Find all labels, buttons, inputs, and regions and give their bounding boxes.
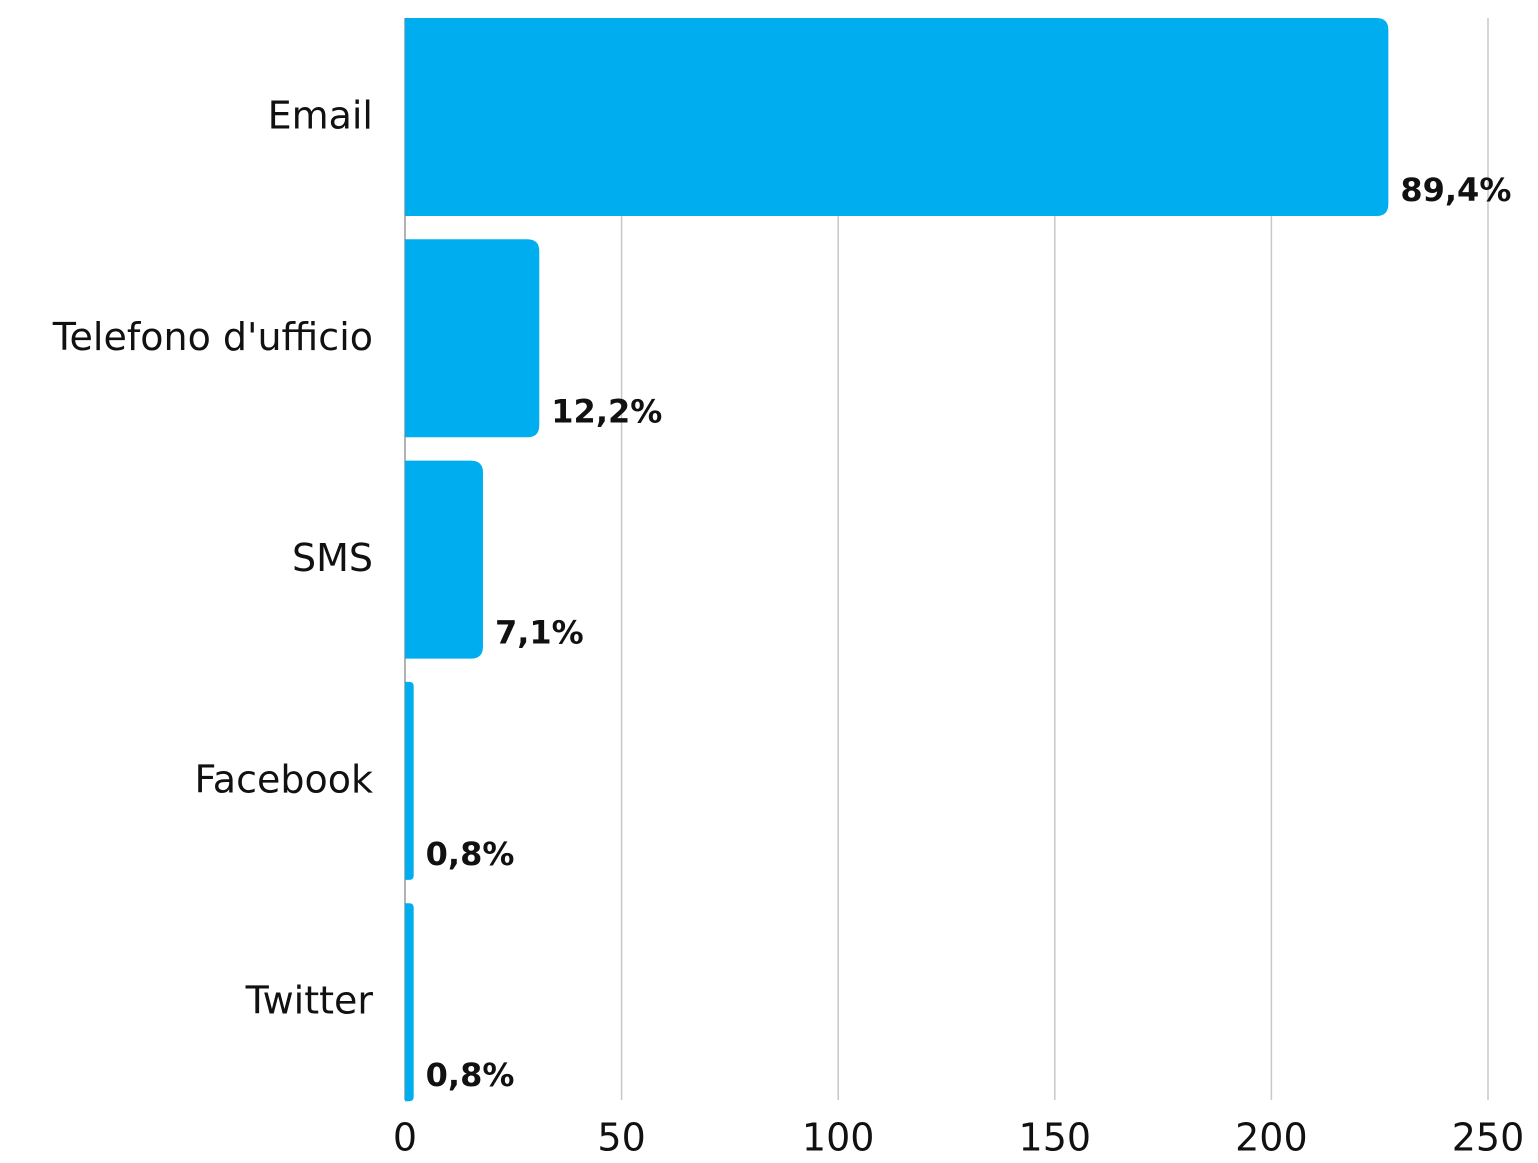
data-label: 0,8% (426, 1056, 515, 1094)
bar (405, 903, 414, 1102)
x-tick-label: 50 (597, 1116, 645, 1160)
x-tick-label: 0 (393, 1116, 417, 1160)
bar (405, 460, 483, 659)
data-label: 0,8% (426, 835, 515, 873)
x-tick-label: 250 (1452, 1116, 1525, 1160)
bar (405, 681, 414, 880)
x-tick-label: 100 (802, 1116, 875, 1160)
bar (405, 18, 1389, 216)
category-label: Email (268, 94, 373, 138)
data-label: 12,2% (551, 392, 662, 430)
bar (405, 239, 540, 438)
category-label: Twitter (245, 979, 374, 1023)
data-label: 7,1% (495, 614, 584, 652)
category-label: SMS (292, 536, 373, 580)
x-tick-label: 150 (1019, 1116, 1092, 1160)
category-label: Telefono d'ufficio (52, 315, 373, 359)
category-label: Facebook (194, 757, 373, 801)
x-tick-label: 200 (1235, 1116, 1308, 1160)
data-label: 89,4% (1400, 171, 1511, 209)
